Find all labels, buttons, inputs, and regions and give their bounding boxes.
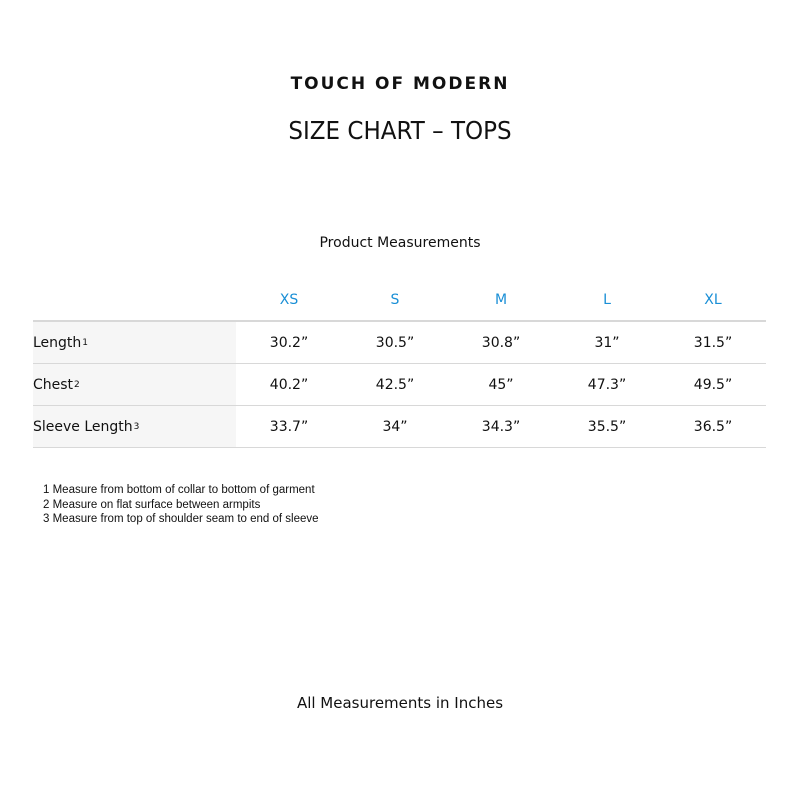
table-row: Sleeve Length 3 33.7” 34” 34.3” 35.5” 36.… <box>33 406 766 448</box>
table-row: Length 1 30.2” 30.5” 30.8” 31” 31.5” <box>33 322 766 364</box>
table-cell: 35.5” <box>587 418 627 435</box>
header-blank <box>33 280 236 320</box>
footnote-ref: 2 <box>74 379 80 390</box>
row-label: Length 1 <box>33 322 236 363</box>
table-cell: 31.5” <box>693 334 733 351</box>
units-note: All Measurements in Inches <box>296 694 504 712</box>
table-row: Chest 2 40.2” 42.5” 45” 47.3” 49.5” <box>33 364 766 406</box>
table-cell: 40.2” <box>269 376 309 393</box>
table-cell: 33.7” <box>269 418 309 435</box>
table-cell: 45” <box>488 376 514 393</box>
footnotes: 1 Measure from bottom of collar to botto… <box>43 483 319 527</box>
footnote: 2 Measure on flat surface between armpit… <box>43 498 261 511</box>
row-label: Chest 2 <box>33 364 236 405</box>
table-cell: 34.3” <box>481 418 521 435</box>
size-table: XS S M L XL Length 1 30.2” 30.5” 30.8” 31… <box>33 280 766 448</box>
row-label-text: Chest <box>33 376 74 393</box>
size-header: XS <box>279 292 299 308</box>
footnote: 1 Measure from bottom of collar to botto… <box>43 484 315 496</box>
page-title: SIZE CHART – TOPS <box>288 116 512 145</box>
row-label-text: Sleeve Length <box>33 418 133 435</box>
footnote: 3 Measure from top of shoulder seam to e… <box>43 513 319 525</box>
table-cell: 47.3” <box>587 376 627 393</box>
table-cell: 31” <box>594 334 620 351</box>
table-cell: 42.5” <box>375 376 415 393</box>
table-cell: 30.5” <box>375 334 415 351</box>
row-label: Sleeve Length 3 <box>33 406 236 447</box>
size-header: XL <box>704 292 722 308</box>
table-cell: 30.8” <box>481 334 521 351</box>
table-cell: 36.5” <box>693 418 733 435</box>
table-cell: 34” <box>382 418 408 435</box>
size-header-row: XS S M L XL <box>33 280 766 322</box>
row-label-text: Length <box>33 334 82 351</box>
table-subtitle: Product Measurements <box>319 235 481 251</box>
footnote-ref: 3 <box>133 421 140 432</box>
size-header: M <box>494 292 508 308</box>
size-header: L <box>603 292 611 308</box>
table-cell: 30.2” <box>269 334 309 351</box>
size-header: S <box>390 292 400 308</box>
brand-logo: TOUCH OF MODERN <box>290 74 510 94</box>
table-cell: 49.5” <box>693 376 733 393</box>
footnote-ref: 1 <box>82 337 89 348</box>
